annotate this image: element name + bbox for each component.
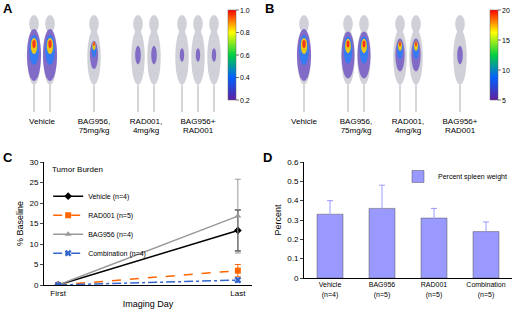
svg-text:15: 15 [502,37,510,44]
svg-text:Vehicle (n=4): Vehicle (n=4) [88,193,129,201]
svg-text:20: 20 [502,7,510,14]
svg-text:5: 5 [502,97,506,104]
svg-text:15: 15 [29,219,38,228]
svg-text:0.8: 0.8 [240,29,250,36]
svg-text:First: First [50,289,66,298]
svg-text:30: 30 [29,158,38,167]
svg-text:10: 10 [502,67,510,74]
svg-text:RAD001,4mg/kg: RAD001,4mg/kg [392,117,424,135]
svg-text:0.1: 0.1 [287,254,299,263]
svg-text:0: 0 [34,281,39,290]
svg-text:5: 5 [34,260,39,269]
svg-text:Vehicle: Vehicle [29,117,55,126]
svg-text:0.6: 0.6 [287,158,299,167]
svg-text:BAG956+RAD001: BAG956+RAD001 [443,117,478,135]
svg-text:10: 10 [29,240,38,249]
svg-text:RAD001 (n=5): RAD001 (n=5) [88,212,133,220]
svg-text:25: 25 [29,178,38,187]
svg-text:0: 0 [294,274,299,283]
svg-text:0.5: 0.5 [287,177,299,186]
svg-text:1.0: 1.0 [240,7,250,14]
svg-text:20: 20 [29,199,38,208]
html-text:D: D [263,150,273,165]
svg-text:BAG956,75mg/kg: BAG956,75mg/kg [340,117,372,135]
svg-text:BAG956(n=5): BAG956(n=5) [369,281,396,298]
svg-text:B: B [265,1,274,16]
svg-text:RAD001(n=5): RAD001(n=5) [421,281,448,298]
svg-text:BAG956,75mg/kg: BAG956,75mg/kg [78,117,110,135]
svg-text:RAD001,4mg/kg: RAD001,4mg/kg [130,117,162,135]
svg-text:Percent: Percent [273,204,283,236]
svg-text:Imaging Day: Imaging Day [123,299,174,309]
svg-text:Combination(n=5): Combination(n=5) [466,281,505,298]
svg-text:BAG956+RAD001: BAG956+RAD001 [181,117,216,135]
svg-text:Last: Last [230,289,246,298]
html-text:C: C [3,150,13,165]
svg-text:0.3: 0.3 [287,216,299,225]
svg-text:Combination (n=4): Combination (n=4) [88,250,146,258]
svg-text:0.2: 0.2 [287,235,299,244]
svg-text:A: A [3,1,13,16]
svg-text:% Baseline: % Baseline [15,201,25,246]
svg-text:Vehicle(n=4): Vehicle(n=4) [319,281,342,298]
svg-text:0.6: 0.6 [240,52,250,59]
svg-text:0.4: 0.4 [287,196,299,205]
svg-text:Tumor Burden: Tumor Burden [52,165,103,174]
svg-text:Vehicle: Vehicle [291,117,317,126]
svg-text:0.2: 0.2 [240,97,250,104]
svg-text:BAG956 (n=4): BAG956 (n=4) [88,231,133,239]
svg-text:0.4: 0.4 [240,74,250,81]
svg-text:Percent spleen weight: Percent spleen weight [438,173,507,181]
